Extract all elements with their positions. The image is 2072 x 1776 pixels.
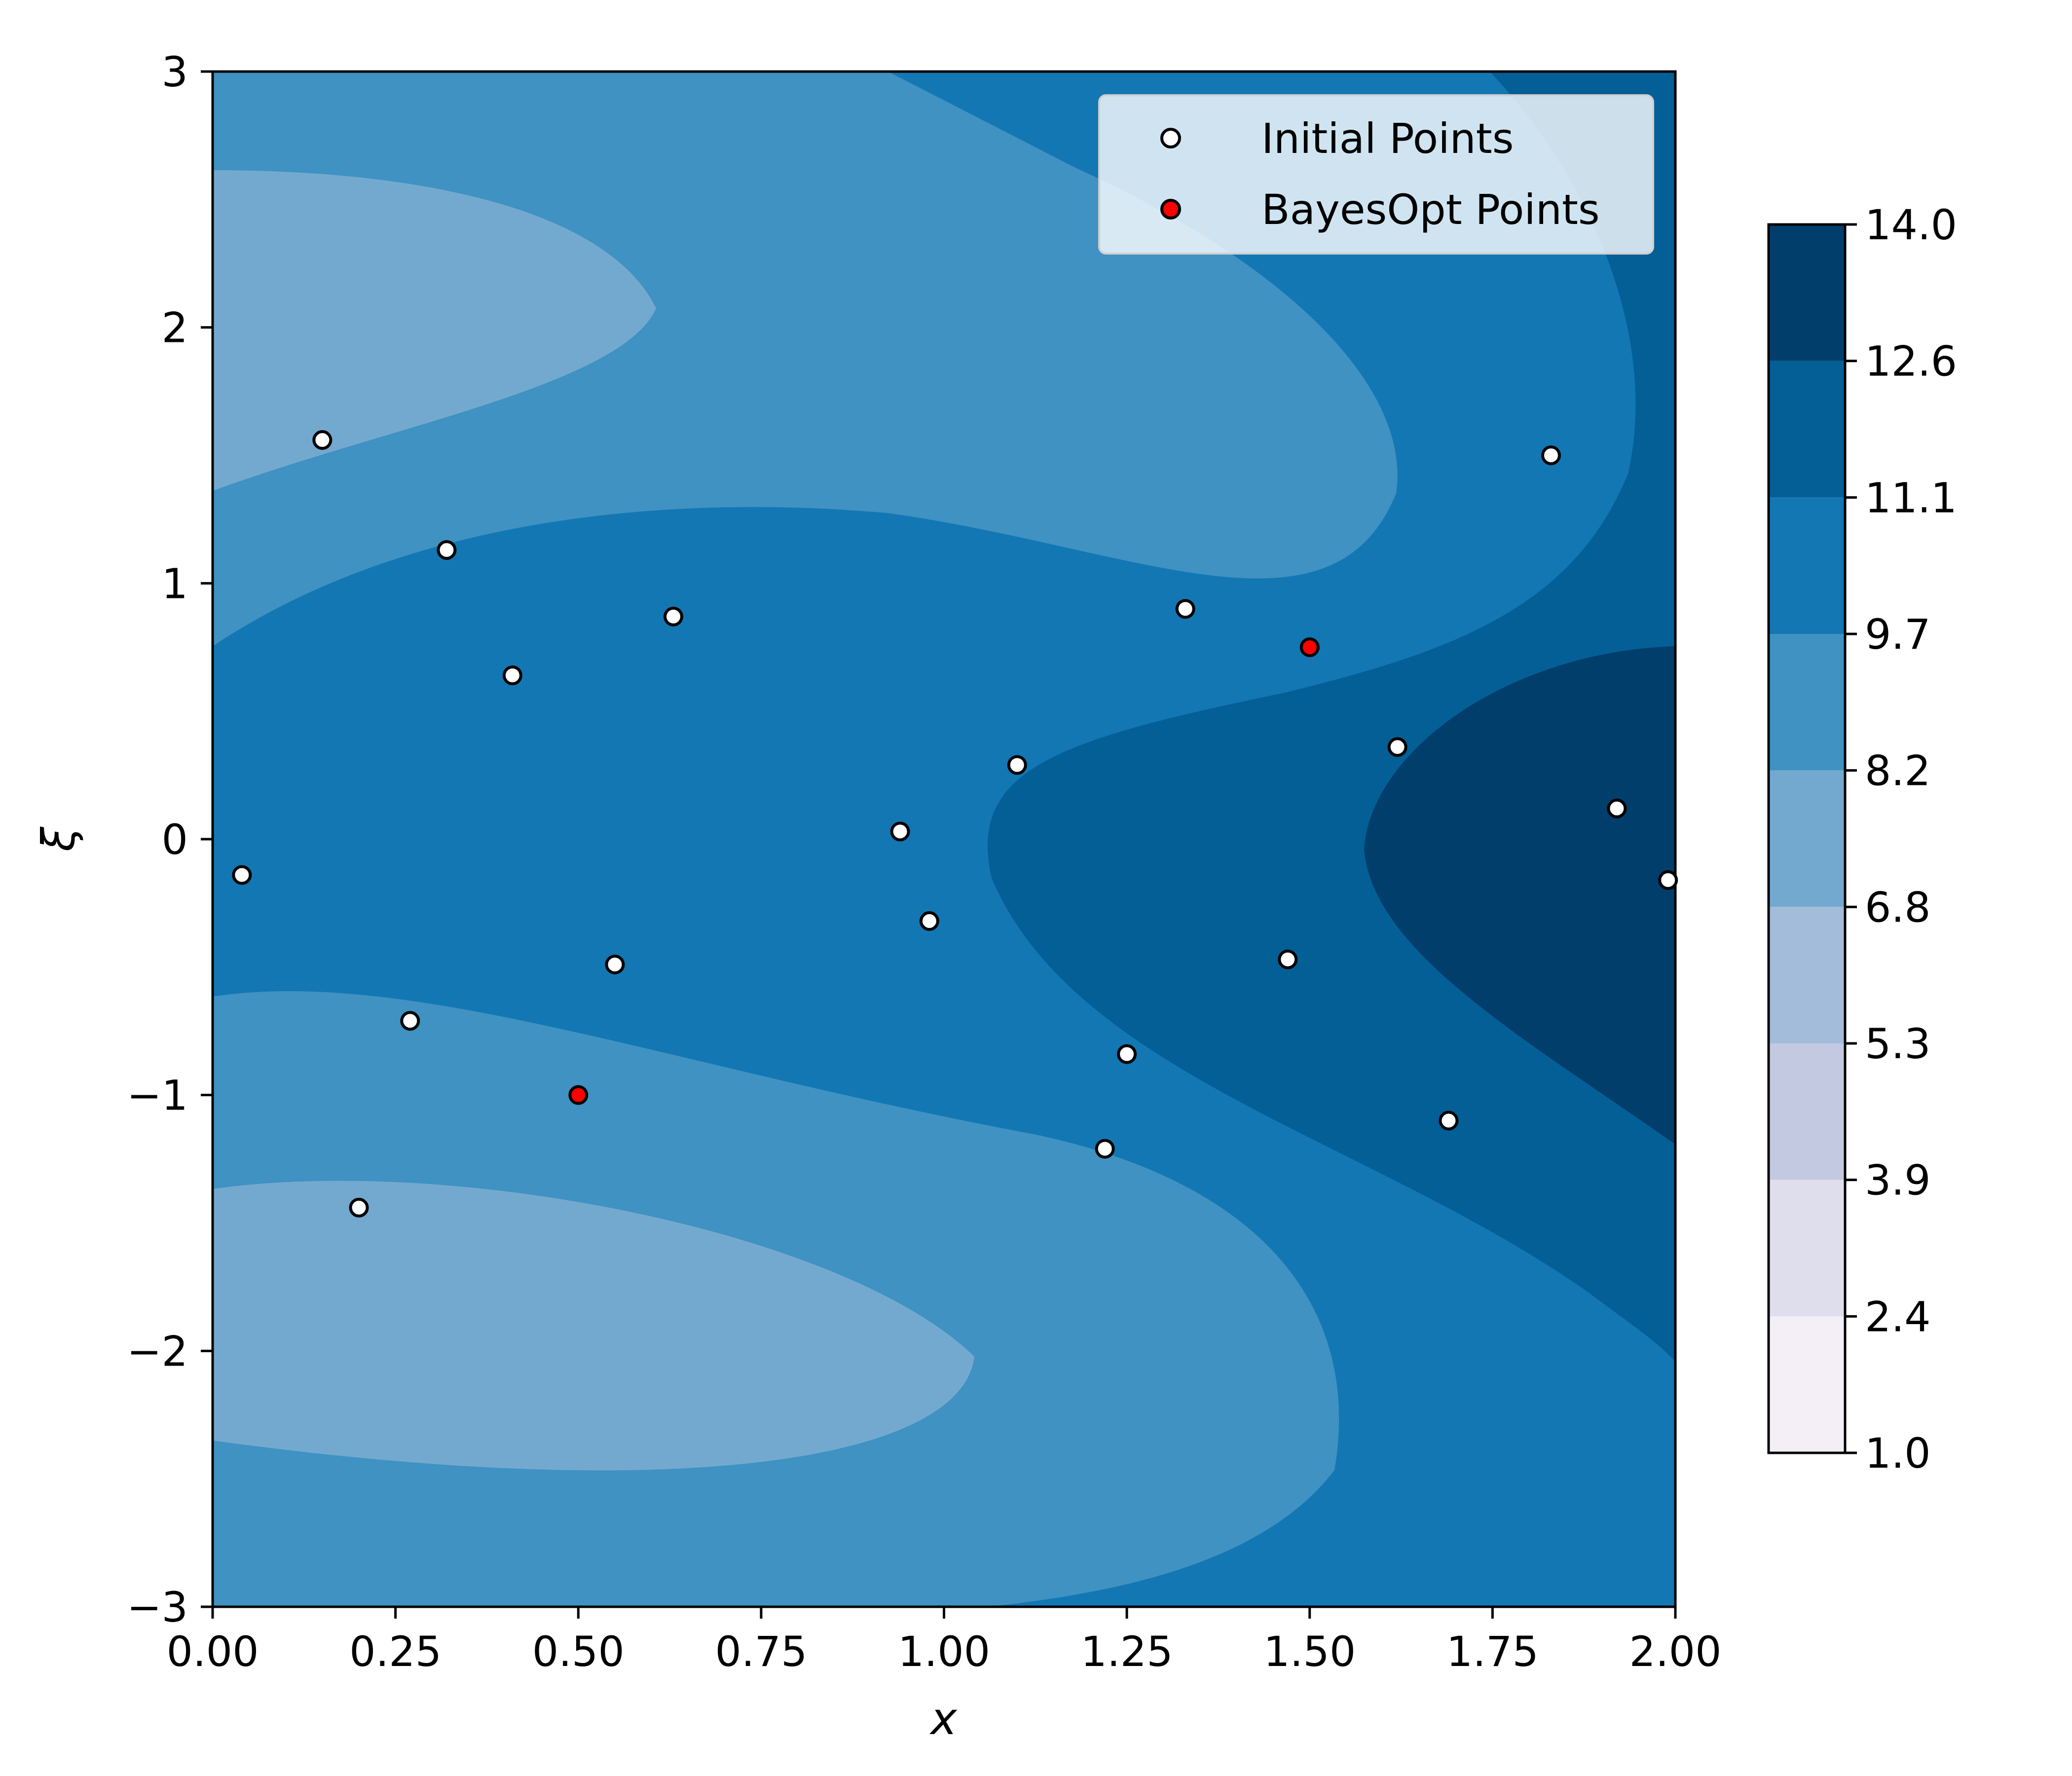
scatter-points [232, 430, 1678, 1218]
colorbar-tick-label: 8.2 [1865, 747, 1931, 795]
legend-label-initial: Initial Points [1261, 114, 1514, 163]
legend-box [1098, 94, 1654, 255]
colorbar: 1.0 2.4 3.9 5.3 6.8 8.2 9.7 11.1 12.6 14.0 [1767, 201, 1957, 1478]
colorbar-segment [1769, 770, 1845, 907]
x-axis-label: x [929, 1693, 958, 1745]
initial-point [1387, 737, 1407, 757]
colorbar-tick-label: 2.4 [1865, 1293, 1931, 1341]
colorbar-tick-label: 3.9 [1865, 1156, 1931, 1205]
colorbar-segments [1769, 224, 1845, 1453]
x-axis-ticks: 0.00 0.25 0.50 0.75 1.00 1.25 1.50 1.75 2.00 [166, 1607, 1722, 1676]
initial-point [400, 1011, 420, 1031]
initial-point [1175, 599, 1195, 619]
initial-point [663, 606, 683, 627]
initial-point [890, 821, 910, 842]
initial-point [1658, 870, 1678, 890]
initial-point [1117, 1044, 1137, 1064]
y-tick-label: 1 [162, 559, 188, 608]
initial-point [502, 666, 522, 686]
y-tick-label: 2 [162, 304, 188, 352]
bayesopt-point [1299, 637, 1320, 657]
initial-point [1095, 1139, 1115, 1159]
x-tick-label: 0.25 [349, 1628, 442, 1676]
colorbar-segment [1769, 1180, 1845, 1317]
contour-fill [213, 72, 1675, 1607]
initial-point [1007, 755, 1027, 775]
y-tick-label: −1 [127, 1072, 188, 1120]
colorbar-tick-label: 12.6 [1865, 337, 1957, 386]
colorbar-segment [1769, 634, 1845, 771]
initial-point [232, 865, 252, 885]
y-tick-label: 3 [162, 48, 188, 96]
x-tick-label: 1.00 [898, 1628, 990, 1676]
initial-point [437, 540, 457, 560]
colorbar-segment [1769, 907, 1845, 1043]
colorbar-tick-label: 11.1 [1865, 474, 1957, 522]
y-axis-ticks: −3 −2 −1 0 1 2 3 [127, 48, 213, 1631]
x-tick-label: 1.25 [1081, 1628, 1173, 1676]
initial-point [1541, 445, 1561, 465]
colorbar-frame [1767, 223, 1847, 1454]
initial-point [312, 430, 333, 450]
legend-label-bayesopt: BayesOpt Points [1261, 185, 1600, 234]
bayesopt-point [568, 1085, 589, 1105]
initial-point [919, 911, 939, 931]
colorbar-tick-label: 6.8 [1865, 883, 1931, 931]
x-tick-label: 0.50 [532, 1628, 625, 1676]
colorbar-tick-label: 5.3 [1865, 1020, 1931, 1068]
colorbar-segment [1769, 1043, 1845, 1180]
x-tick-label: 1.75 [1446, 1628, 1539, 1676]
legend-marker-initial [1160, 128, 1181, 148]
initial-point [605, 955, 625, 975]
x-tick-label: 0.00 [166, 1628, 259, 1676]
colorbar-ticks: 1.0 2.4 3.9 5.3 6.8 8.2 9.7 11.1 12.6 14.0 [1845, 201, 1957, 1478]
x-tick-label: 1.50 [1263, 1628, 1356, 1676]
colorbar-segment [1769, 497, 1845, 634]
colorbar-tick-label: 1.0 [1865, 1429, 1931, 1478]
x-tick-label: 0.75 [715, 1628, 807, 1676]
legend: Initial Points BayesOpt Points [1098, 94, 1654, 255]
colorbar-tick-label: 9.7 [1865, 610, 1931, 659]
initial-point [1278, 949, 1298, 969]
colorbar-tick-label: 14.0 [1865, 201, 1957, 249]
y-axis-label: ξ [33, 826, 85, 852]
y-tick-label: −2 [127, 1327, 188, 1375]
y-tick-label: −3 [127, 1583, 188, 1631]
y-tick-label: 0 [162, 815, 188, 864]
initial-point [1439, 1110, 1459, 1131]
colorbar-segment [1769, 1316, 1845, 1453]
colorbar-segment [1769, 361, 1845, 498]
colorbar-segment [1769, 224, 1845, 361]
x-tick-label: 2.00 [1629, 1628, 1721, 1676]
initial-point [349, 1197, 369, 1218]
initial-point [1607, 798, 1627, 818]
legend-marker-bayesopt [1160, 199, 1181, 220]
